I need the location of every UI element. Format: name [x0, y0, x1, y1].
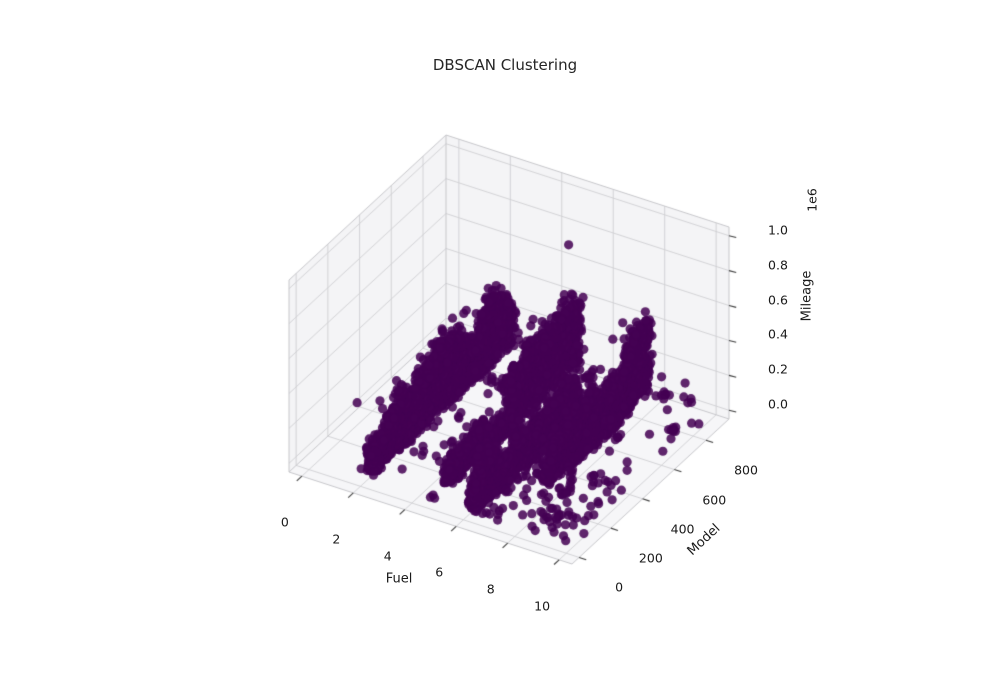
z-tick-label: 0.6	[768, 292, 788, 308]
z-tick-label: 0.0	[768, 396, 788, 412]
y-tick-label: 600	[702, 492, 727, 508]
z-tick-label: 0.8	[768, 257, 788, 273]
y-tick-label: 800	[734, 462, 758, 478]
x-axis-label: Fuel	[385, 571, 413, 587]
y-tick-label: 400	[670, 521, 695, 537]
x-tick-label: 10	[534, 598, 551, 614]
x-tick-label: 6	[435, 564, 444, 580]
z-tick-label: 1.0	[768, 222, 788, 238]
x-tick-label: 2	[332, 531, 341, 547]
x-tick-label: 4	[383, 548, 392, 564]
x-tick-label: 8	[486, 581, 495, 597]
z-axis-offset-text: 1e6	[804, 188, 820, 212]
y-tick-label: 0	[615, 579, 624, 595]
chart-title: DBSCAN Clustering	[432, 56, 578, 74]
z-tick-label: 0.4	[768, 326, 788, 342]
x-tick-label: 0	[280, 514, 289, 530]
z-axis-label: Mileage	[799, 270, 815, 322]
z-tick-label: 0.2	[768, 361, 788, 377]
y-tick-label: 200	[638, 550, 663, 566]
